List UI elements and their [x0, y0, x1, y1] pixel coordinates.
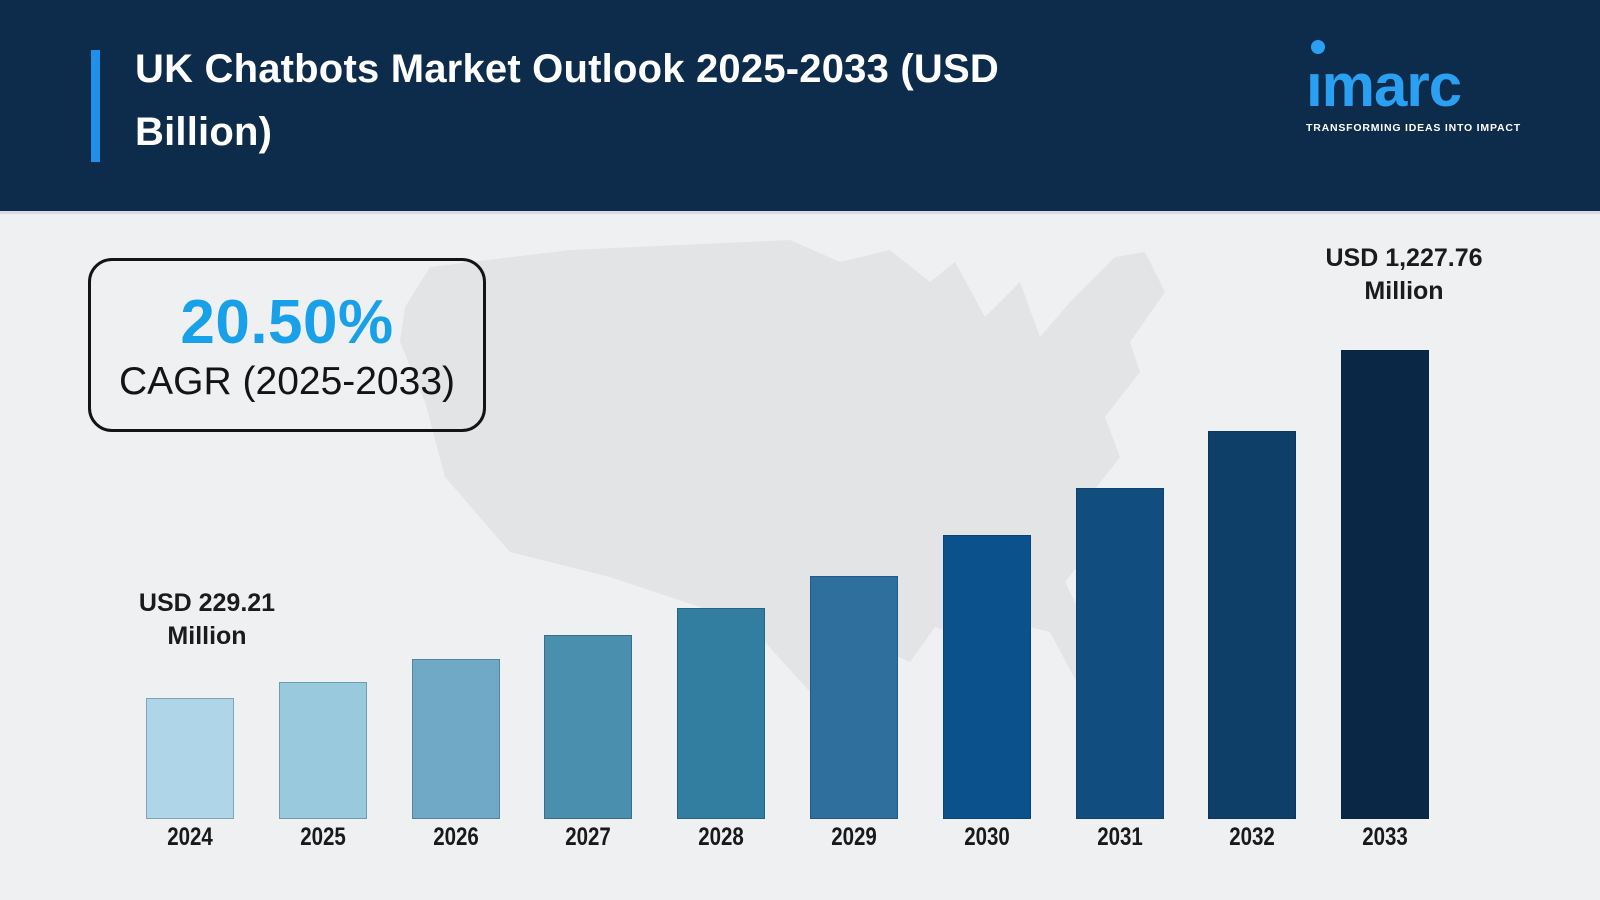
x-axis-label-2026: 2026: [433, 823, 479, 851]
x-axis-label-2028: 2028: [698, 823, 744, 851]
background-map-silhouette: [400, 240, 1165, 782]
imarc-logo: ımarc TRANSFORMING IDEAS INTO IMPACT: [1306, 40, 1521, 134]
bar-2029: [810, 576, 898, 819]
imarc-logo-i-dot: [1311, 40, 1325, 54]
bar-2026: [412, 659, 500, 819]
first-bar-value-line1: USD 229.21: [138, 589, 276, 617]
x-axis-label-2032: 2032: [1229, 823, 1275, 851]
bar-2030: [943, 535, 1031, 819]
x-axis-label-2024: 2024: [167, 823, 213, 851]
x-axis-label-2027: 2027: [565, 823, 611, 851]
imarc-logo-wordmark: ımarc: [1306, 40, 1462, 119]
first-bar-value-label: USD 229.21 Million: [87, 587, 327, 653]
header: UK Chatbots Market Outlook 2025-2033 (US…: [0, 0, 1600, 214]
x-axis-label-2029: 2029: [831, 823, 877, 851]
bar-2033: [1341, 350, 1429, 819]
bar-2032: [1208, 431, 1296, 819]
bar-2025: [279, 682, 367, 819]
page-title: UK Chatbots Market Outlook 2025-2033 (US…: [135, 47, 999, 154]
cagr-value: 20.50%: [180, 287, 394, 357]
first-bar-value-line2: Million: [167, 622, 247, 650]
bar-2031: [1076, 488, 1164, 819]
imarc-logo-tagline: TRANSFORMING IDEAS INTO IMPACT: [1306, 122, 1521, 134]
x-axis-label-2031: 2031: [1097, 823, 1143, 851]
last-bar-value-line2: Million: [1364, 277, 1444, 305]
cagr-callout-box: 20.50% CAGR (2025-2033): [88, 258, 486, 432]
imarc-logo-text: ımarc: [1306, 52, 1462, 119]
cagr-label: CAGR (2025-2033): [119, 359, 455, 403]
bar-2027: [544, 635, 632, 819]
bar-2024: [146, 698, 234, 819]
x-axis-label-2030: 2030: [964, 823, 1010, 851]
last-bar-value-label: USD 1,227.76 Million: [1284, 242, 1524, 308]
x-axis-label-2033: 2033: [1362, 823, 1408, 851]
title-accent-bar: [91, 50, 100, 162]
x-axis-label-2025: 2025: [300, 823, 346, 851]
last-bar-value-line1: USD 1,227.76: [1325, 244, 1483, 272]
bar-2028: [677, 608, 765, 819]
map-shape: [400, 240, 1165, 782]
